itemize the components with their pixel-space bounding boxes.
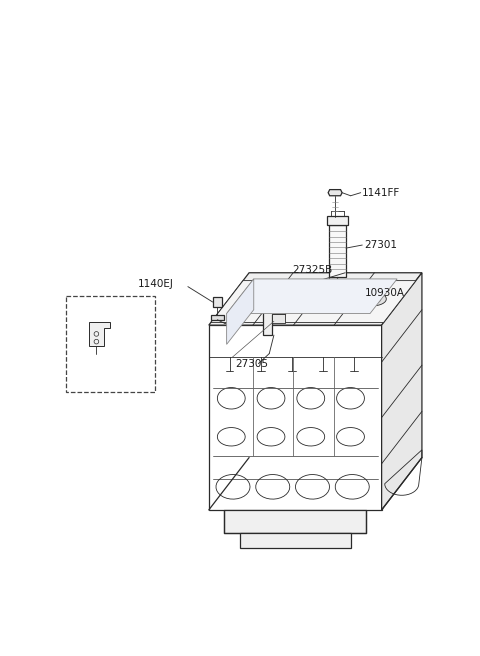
Polygon shape <box>272 314 285 323</box>
Polygon shape <box>359 292 386 306</box>
Polygon shape <box>283 285 300 302</box>
Text: 1140EJ: 1140EJ <box>137 279 173 289</box>
Polygon shape <box>211 281 416 323</box>
Text: 27325B: 27325B <box>292 264 333 275</box>
Polygon shape <box>227 279 254 344</box>
Polygon shape <box>279 292 307 306</box>
Text: 10930A: 10930A <box>365 288 405 298</box>
Polygon shape <box>213 297 222 308</box>
Text: (2400CC): (2400CC) <box>72 302 118 312</box>
Polygon shape <box>328 190 342 195</box>
Bar <box>66 296 155 392</box>
Polygon shape <box>224 510 366 533</box>
Polygon shape <box>227 279 397 314</box>
Polygon shape <box>326 216 348 225</box>
Polygon shape <box>329 225 346 277</box>
Polygon shape <box>209 273 422 325</box>
Polygon shape <box>382 273 422 510</box>
Polygon shape <box>211 315 224 319</box>
Polygon shape <box>263 306 285 335</box>
Polygon shape <box>89 321 110 346</box>
Text: 27305: 27305 <box>82 375 115 384</box>
Text: 27305: 27305 <box>235 359 268 369</box>
Polygon shape <box>322 288 337 297</box>
Polygon shape <box>240 533 350 548</box>
Polygon shape <box>239 292 267 306</box>
Polygon shape <box>209 325 382 510</box>
Text: 27301: 27301 <box>365 240 397 250</box>
Polygon shape <box>300 289 306 298</box>
Text: 1141FF: 1141FF <box>362 188 400 197</box>
Polygon shape <box>319 292 347 306</box>
Polygon shape <box>332 289 343 295</box>
